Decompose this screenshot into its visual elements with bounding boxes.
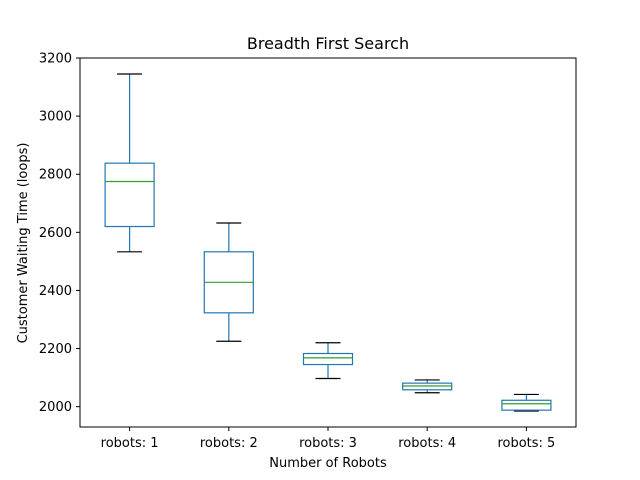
- y-tick-label: 2600: [39, 226, 72, 241]
- y-tick-label: 3000: [39, 110, 72, 125]
- box-group-2: [203, 222, 254, 342]
- y-tick-label: 2400: [39, 284, 72, 299]
- iqr-box: [501, 399, 552, 411]
- box-group-4: [402, 379, 453, 394]
- y-axis-label: Customer Waiting Time (loops): [16, 143, 31, 344]
- box-group-3: [302, 342, 354, 380]
- x-tick-label: robots: 5: [497, 436, 555, 451]
- x-tick-label: robots: 2: [200, 436, 258, 451]
- plot-area: 2000 2200 2400 2600 2800 3000 3200 robots: 1 rob…: [39, 52, 577, 451]
- box-group-1: [104, 73, 155, 253]
- iqr-box: [302, 352, 354, 366]
- y-tick-label: 3200: [39, 52, 72, 67]
- x-tick-label: robots: 3: [299, 436, 357, 451]
- y-tick-label: 2800: [39, 168, 72, 183]
- chart-title: Breadth First Search: [247, 34, 409, 53]
- x-tick-label: robots: 1: [101, 436, 159, 451]
- iqr-box: [104, 162, 155, 228]
- box-group-5: [501, 393, 552, 412]
- x-axis-label: Number of Robots: [269, 456, 387, 471]
- y-tick-label: 2200: [39, 342, 72, 357]
- x-tick-label: robots: 4: [398, 436, 456, 451]
- y-tick-label: 2000: [39, 400, 72, 415]
